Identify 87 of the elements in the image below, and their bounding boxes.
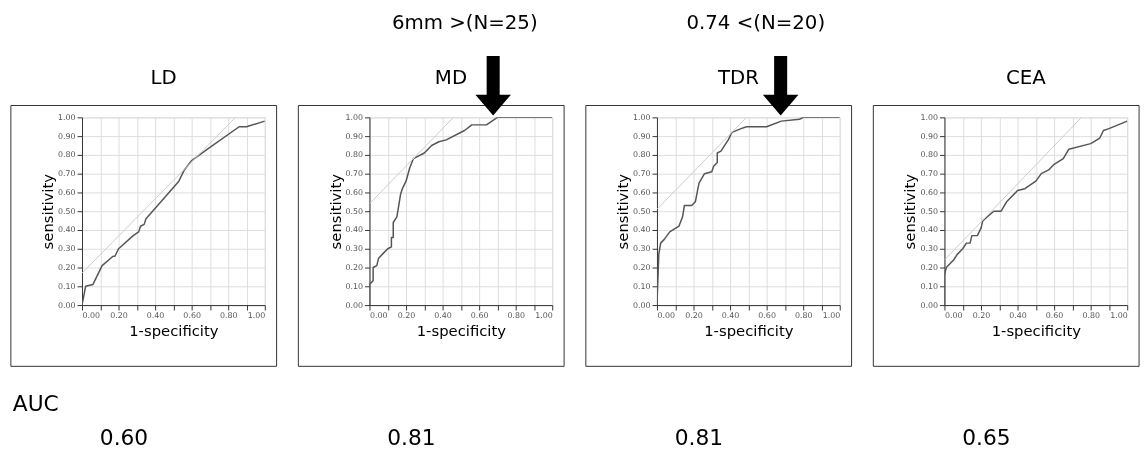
x-tick-label: 0.40 xyxy=(1009,311,1027,321)
y-tick-label: 0.10 xyxy=(632,281,651,291)
y-axis-title: sensitivity xyxy=(326,173,344,250)
y-tick-label: 0.70 xyxy=(632,169,651,179)
chart-title: LD xyxy=(150,65,177,89)
chart-subtitle: 0.74 <(N=20) xyxy=(686,11,826,35)
y-tick-label: 0.90 xyxy=(632,131,651,141)
x-axis-title: 1-specificity xyxy=(416,322,507,340)
y-tick-label: 0.00 xyxy=(345,300,364,310)
x-tick-label: 0.00 xyxy=(657,311,676,321)
y-tick-label: 0.80 xyxy=(632,150,651,160)
y-tick-label: 0.90 xyxy=(345,131,364,141)
x-tick-label: 0.00 xyxy=(944,311,963,321)
y-tick-label: 0.40 xyxy=(920,225,939,235)
y-tick-label: 0.70 xyxy=(58,169,76,179)
x-tick-label: 1.00 xyxy=(822,311,841,321)
y-tick-label: 0.80 xyxy=(345,150,364,160)
y-axis-title: sensitivity xyxy=(39,173,57,250)
y-tick-label: 0.60 xyxy=(920,187,939,197)
x-tick-label: 0.40 xyxy=(721,311,740,321)
text: 0.65 xyxy=(962,425,1011,451)
x-tick-label: 0.20 xyxy=(110,311,128,321)
y-axis-title: sensitivity xyxy=(614,173,632,250)
chart-subtitle: 6mm >(N=25) xyxy=(391,11,538,35)
x-tick-label: 0.60 xyxy=(1045,311,1064,321)
y-tick-label: 1.00 xyxy=(345,112,364,122)
y-tick-label: 0.90 xyxy=(58,131,76,141)
text: 0.81 xyxy=(674,425,724,451)
x-tick-label: 0.20 xyxy=(972,311,991,321)
y-tick-label: 0.20 xyxy=(920,263,939,272)
x-axis-title: 1-specificity xyxy=(129,322,219,340)
y-tick-label: 1.00 xyxy=(58,112,76,122)
x-tick-label: 0.80 xyxy=(794,311,813,321)
text: AUC xyxy=(12,390,59,416)
x-axis-title: 1-specificity xyxy=(991,322,1082,340)
x-tick-label: 1.00 xyxy=(247,311,266,321)
x-axis-title: 1-specificity xyxy=(704,322,794,340)
x-tick-label: 0.80 xyxy=(507,311,525,321)
y-tick-label: 0.50 xyxy=(920,206,939,216)
y-tick-label: 0.60 xyxy=(632,187,651,197)
x-tick-label: 0.00 xyxy=(82,311,101,321)
chart-title: TDR xyxy=(716,65,760,89)
chart-title: MD xyxy=(434,65,468,89)
y-tick-label: 0.30 xyxy=(632,244,651,254)
y-tick-label: 0.30 xyxy=(920,244,939,254)
y-tick-label: 0.70 xyxy=(920,169,939,179)
x-tick-label: 0.60 xyxy=(758,311,776,321)
y-tick-label: 0.20 xyxy=(58,263,76,272)
y-tick-label: 0.10 xyxy=(58,281,76,291)
x-tick-label: 0.40 xyxy=(146,311,165,321)
y-tick-label: 0.50 xyxy=(632,206,651,216)
x-tick-label: 1.00 xyxy=(535,311,553,321)
y-tick-label: 1.00 xyxy=(920,112,939,122)
y-tick-label: 0.00 xyxy=(58,300,76,310)
x-tick-label: 0.20 xyxy=(397,311,416,321)
x-tick-label: 0.20 xyxy=(685,311,703,321)
y-tick-label: 0.10 xyxy=(345,281,364,291)
y-tick-label: 0.00 xyxy=(632,300,651,310)
y-tick-label: 0.60 xyxy=(58,187,76,197)
text: 0.60 xyxy=(99,425,149,451)
y-tick-label: 0.60 xyxy=(345,187,364,197)
chart-title: CEA xyxy=(1006,65,1047,89)
y-tick-label: 0.50 xyxy=(345,206,364,216)
y-tick-label: 0.90 xyxy=(920,131,939,141)
y-tick-label: 0.40 xyxy=(345,225,364,235)
y-tick-label: 0.20 xyxy=(632,263,651,272)
y-tick-label: 0.70 xyxy=(345,169,364,179)
y-tick-label: 0.20 xyxy=(345,263,364,272)
y-tick-label: 0.40 xyxy=(58,225,76,235)
y-tick-label: 0.50 xyxy=(58,206,76,216)
y-tick-label: 0.00 xyxy=(920,300,939,310)
y-axis-title: sensitivity xyxy=(901,173,919,250)
text: 0.81 xyxy=(387,425,436,451)
x-tick-label: 0.60 xyxy=(470,311,489,321)
y-tick-label: 0.30 xyxy=(345,244,364,254)
y-tick-label: 0.80 xyxy=(920,150,939,160)
x-tick-label: 1.00 xyxy=(1110,311,1128,321)
x-tick-label: 0.00 xyxy=(369,311,388,321)
y-tick-label: 0.30 xyxy=(58,244,76,254)
x-tick-label: 0.80 xyxy=(1082,311,1100,321)
y-tick-label: 0.80 xyxy=(58,150,76,160)
x-tick-label: 0.40 xyxy=(434,311,452,321)
x-tick-label: 0.80 xyxy=(219,311,238,321)
x-tick-label: 0.60 xyxy=(183,311,201,321)
y-tick-label: 0.40 xyxy=(632,225,651,235)
y-tick-label: 1.00 xyxy=(632,112,651,122)
y-tick-label: 0.10 xyxy=(920,281,939,291)
